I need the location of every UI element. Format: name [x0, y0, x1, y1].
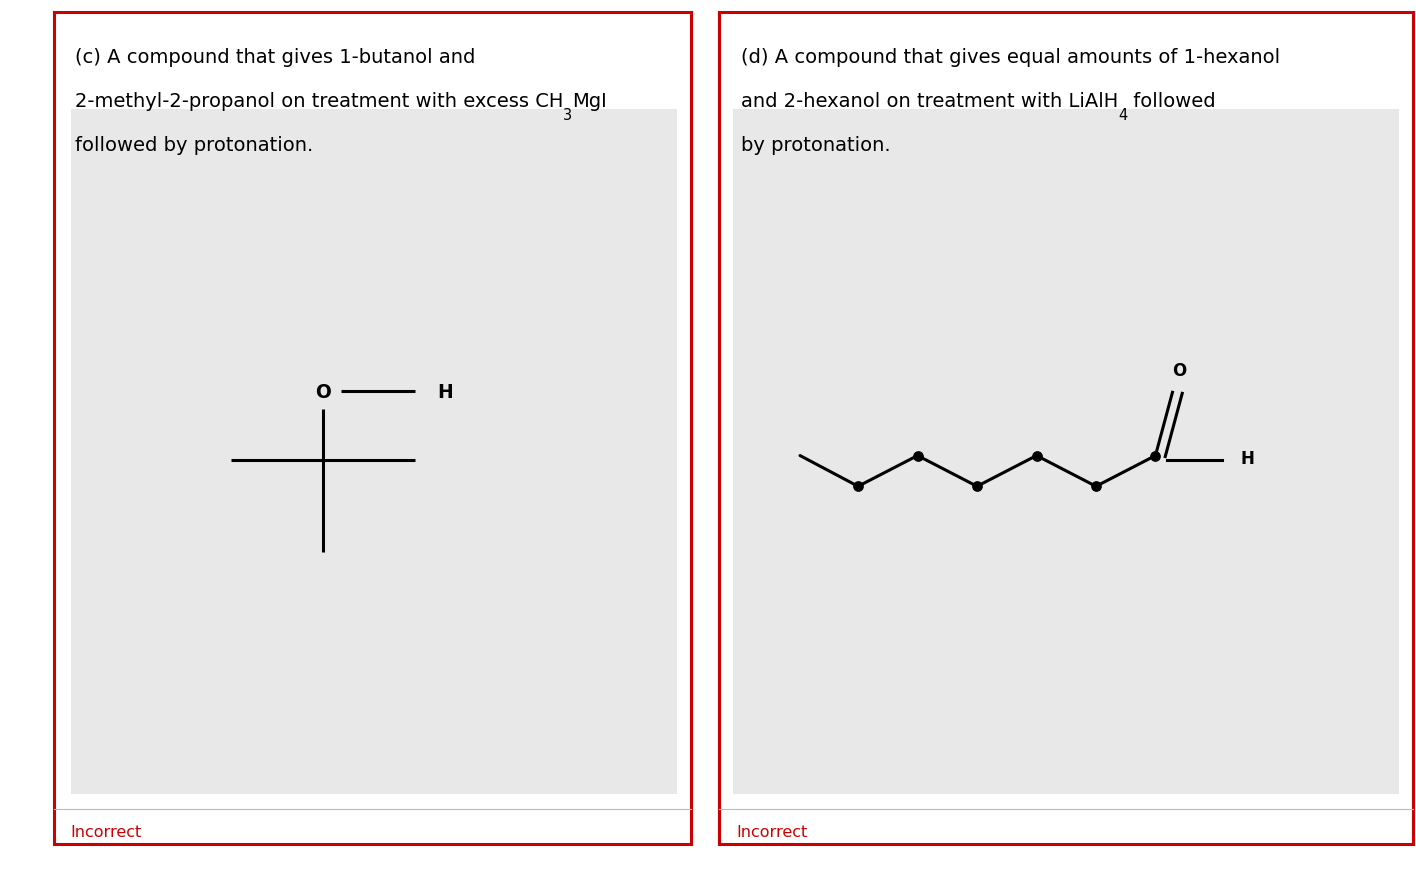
Text: followed by protonation.: followed by protonation.	[75, 136, 313, 155]
Bar	[719, 13, 1413, 844]
Point	[966, 480, 988, 494]
Point	[847, 480, 869, 494]
Bar	[54, 13, 691, 844]
Text: Incorrect: Incorrect	[736, 824, 807, 839]
Text: 3: 3	[564, 108, 572, 123]
Point	[1144, 449, 1167, 463]
Text: by protonation.: by protonation.	[741, 136, 891, 155]
Text: (d) A compound that gives equal amounts of 1-hexanol: (d) A compound that gives equal amounts …	[741, 48, 1280, 68]
Text: H: H	[1240, 450, 1255, 467]
Point	[1085, 480, 1107, 494]
Point	[1025, 449, 1048, 463]
Bar	[733, 110, 1399, 794]
Text: 2-methyl-2-propanol on treatment with excess CH: 2-methyl-2-propanol on treatment with ex…	[75, 92, 564, 111]
Text: Incorrect: Incorrect	[71, 824, 142, 839]
Text: O: O	[1172, 362, 1187, 380]
Text: MgI: MgI	[572, 92, 607, 111]
Text: and 2-hexanol on treatment with LiAlH: and 2-hexanol on treatment with LiAlH	[741, 92, 1117, 111]
Text: H: H	[438, 382, 453, 402]
Bar	[71, 110, 677, 794]
Text: O: O	[314, 382, 331, 402]
Text: (c) A compound that gives 1-butanol and: (c) A compound that gives 1-butanol and	[75, 48, 476, 68]
Text: followed: followed	[1127, 92, 1216, 111]
Text: 4: 4	[1117, 108, 1127, 123]
Point	[906, 449, 929, 463]
